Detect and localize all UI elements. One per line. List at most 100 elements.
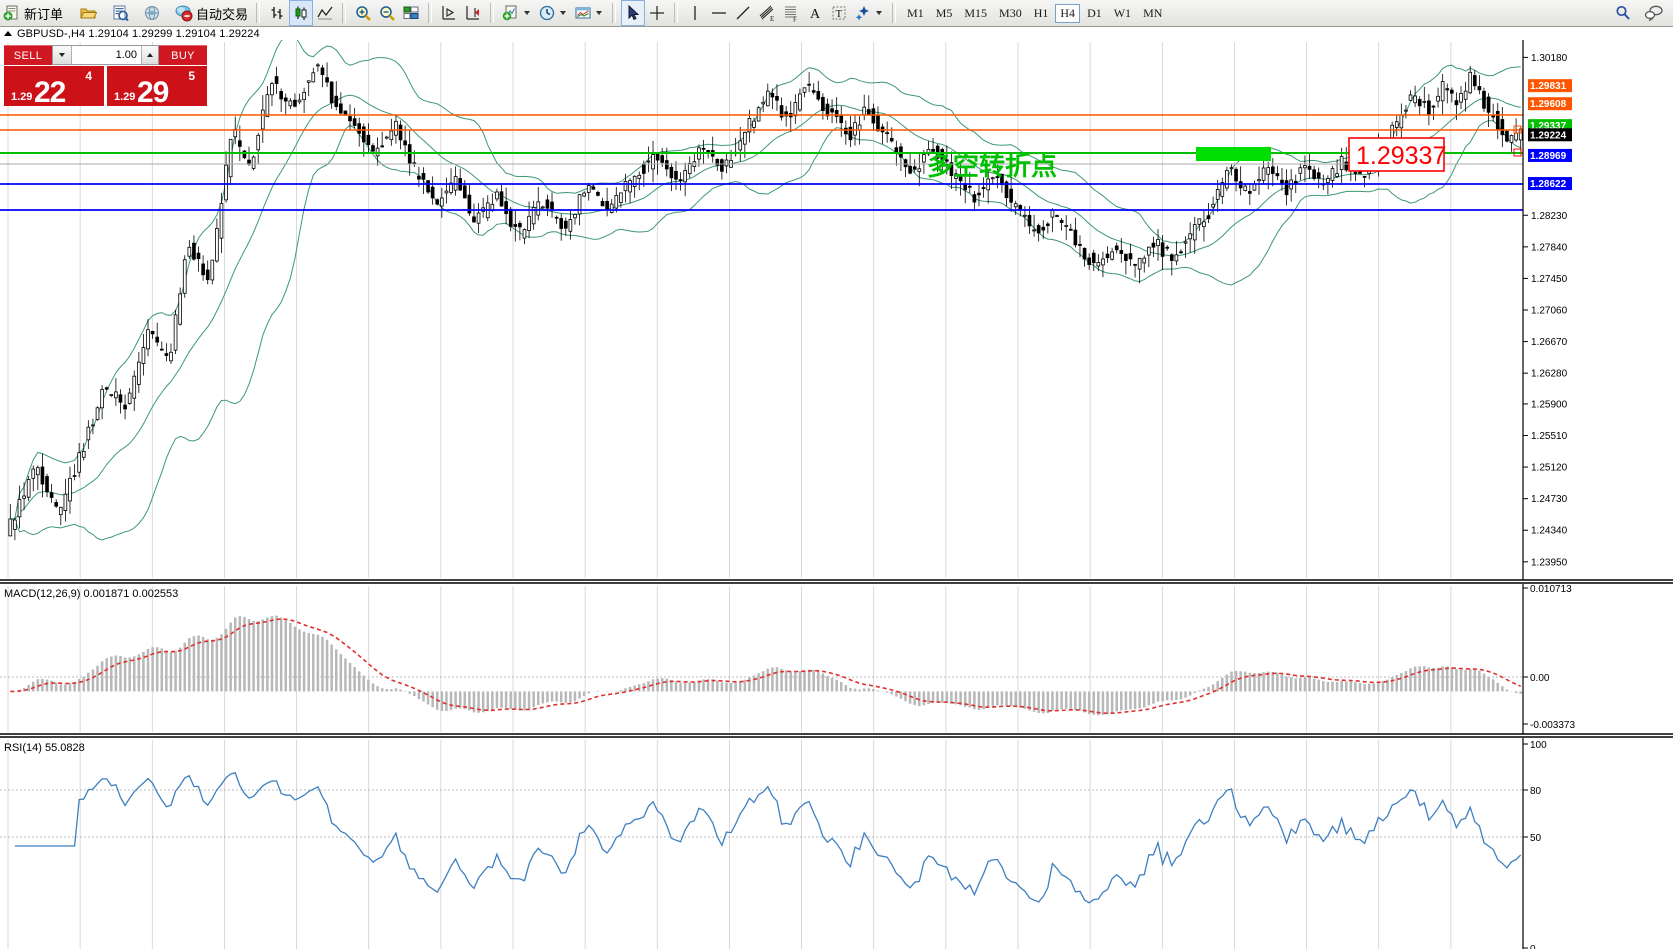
equidistant-channel-button[interactable]: E [755, 1, 779, 25]
new-order-button[interactable]: 新订单 [0, 1, 66, 25]
candle-body [1431, 105, 1436, 108]
collapse-triangle-icon[interactable] [4, 31, 12, 36]
candle-body [1202, 221, 1206, 227]
candle-body [683, 170, 687, 183]
bar-chart-button[interactable] [265, 1, 289, 25]
chevron-down-icon-4[interactable] [876, 11, 883, 15]
candle-body [1147, 246, 1151, 256]
chevron-down-icon[interactable] [524, 11, 531, 15]
price-badge-last-price[interactable] [1528, 128, 1572, 142]
buy-price-tile[interactable]: 1.29 29 5 [107, 66, 207, 109]
candle-body [72, 475, 77, 477]
templates-button[interactable] [571, 1, 607, 25]
candle-body [669, 166, 674, 179]
search-button[interactable] [1611, 1, 1635, 25]
line-chart-button[interactable] [313, 1, 337, 25]
price-badge-support[interactable] [1528, 148, 1572, 162]
candle-body [949, 162, 954, 176]
one-click-top-row: SELL 1.00 BUY [4, 45, 207, 65]
volume-stepper[interactable]: 1.00 [52, 45, 159, 65]
sell-price-tile[interactable]: 1.29 22 4 [4, 66, 104, 109]
price-badge-resistance[interactable] [1528, 97, 1572, 111]
timeframe-w1[interactable]: W1 [1113, 5, 1132, 20]
chevron-down-icon-3[interactable] [596, 11, 603, 15]
candle-body [13, 519, 17, 530]
zoom-in-button[interactable] [351, 1, 375, 25]
price-pane[interactable]: 多空转折点 1.29337 [0, 40, 1524, 578]
candle-body [1450, 89, 1454, 94]
timeframe-mn[interactable]: MN [1143, 5, 1163, 20]
timeframe-h1[interactable]: H1 [1033, 5, 1049, 20]
new-order-label: 新订单 [24, 6, 64, 22]
fibonacci-button[interactable]: F [779, 1, 803, 25]
annotation-text: 多空转折点 [927, 151, 1057, 182]
vertical-line-button[interactable] [683, 1, 707, 25]
candle-body [1482, 90, 1486, 109]
chat-button[interactable] [1641, 1, 1665, 25]
trend-line-button[interactable] [731, 1, 755, 25]
timeframe-m30[interactable]: M30 [999, 5, 1022, 20]
horizontal-line-button[interactable] [707, 1, 731, 25]
candle-body [1335, 173, 1339, 177]
sell-button[interactable]: SELL [4, 45, 52, 65]
zoom-out-button[interactable] [375, 1, 399, 25]
shift-end-button[interactable] [437, 1, 461, 25]
one-click-trading-panel[interactable]: SELL 1.00 BUY 1.29 22 4 1.29 29 5 [4, 45, 207, 109]
candle-body [1229, 167, 1234, 170]
globe-button[interactable] [140, 1, 164, 25]
candle-body [49, 492, 54, 498]
text-button[interactable]: A [803, 1, 827, 25]
shapes-button[interactable] [851, 1, 887, 25]
timeframe-d1[interactable]: D1 [1087, 5, 1102, 20]
rsi-pane[interactable]: RSI(14) 55.0828 100 80 50 0 [0, 738, 1547, 949]
candle-body [550, 201, 554, 211]
candle-body [219, 203, 224, 239]
timeframe-m15[interactable]: M15 [964, 5, 988, 20]
timeframe-h4[interactable]: H4 [1055, 3, 1081, 23]
tile-windows-button[interactable] [399, 1, 423, 25]
candle-body [1353, 171, 1358, 174]
pivot-line-handle[interactable] [1513, 148, 1522, 157]
text-label-button[interactable]: T [827, 1, 851, 25]
candle-body [201, 263, 205, 276]
print-preview-button[interactable] [108, 1, 132, 25]
candle-body [903, 159, 908, 168]
timeframe-m5[interactable]: M5 [935, 5, 953, 20]
volume-dropdown-button[interactable] [53, 46, 72, 64]
buy-button[interactable]: BUY [159, 45, 207, 65]
folder-button[interactable] [76, 1, 100, 25]
macd-pane[interactable]: MACD(12,26,9) 0.001871 0.002553 0.010713… [0, 584, 1575, 734]
autotrading-button[interactable]: 自动交易 [172, 1, 251, 25]
candle-body [1114, 245, 1119, 251]
candle-body [1009, 188, 1013, 203]
candle-body [380, 145, 384, 148]
price-axis[interactable]: 1.30180 1.28230 1.27840 1.27450 1.27060 1.266… [1522, 40, 1572, 580]
candle-body [366, 134, 371, 145]
add-indicator-button[interactable] [499, 1, 535, 25]
chart-area[interactable]: 多空转折点 1.29337 1.30180 1.28230 1.27840 1.274… [0, 40, 1673, 949]
price-tick-label: 1.24730 [1531, 494, 1568, 505]
resistance-line-2-handle[interactable] [1513, 125, 1522, 134]
candle-body [205, 269, 210, 281]
volume-increment-button[interactable] [141, 46, 158, 64]
price-badge-support[interactable] [1528, 177, 1572, 191]
period-button[interactable] [535, 1, 571, 25]
cursor-tool-button[interactable] [621, 0, 646, 26]
chart-canvas[interactable]: 多空转折点 1.29337 1.30180 1.28230 1.27840 1.274… [0, 40, 1673, 949]
main-toolbar: 新订单 [0, 0, 1673, 27]
timeframe-m1[interactable]: M1 [907, 5, 924, 20]
pivot-highlight-rect[interactable] [1196, 147, 1271, 161]
price-badge-label: 1.28622 [1530, 179, 1567, 190]
crosshair-tool-button[interactable] [645, 1, 669, 25]
candlestick-icon [292, 4, 310, 22]
volume-value[interactable]: 1.00 [115, 49, 137, 61]
bollinger-middle-band [10, 94, 1521, 521]
candle-body [1307, 165, 1312, 170]
chevron-down-icon-2[interactable] [560, 11, 567, 15]
price-badge-resistance[interactable] [1528, 79, 1572, 93]
autoscroll-button[interactable] [461, 1, 485, 25]
annotation-price-box[interactable] [1348, 137, 1445, 172]
candle-body [100, 389, 104, 409]
candlestick-button[interactable] [289, 0, 314, 26]
